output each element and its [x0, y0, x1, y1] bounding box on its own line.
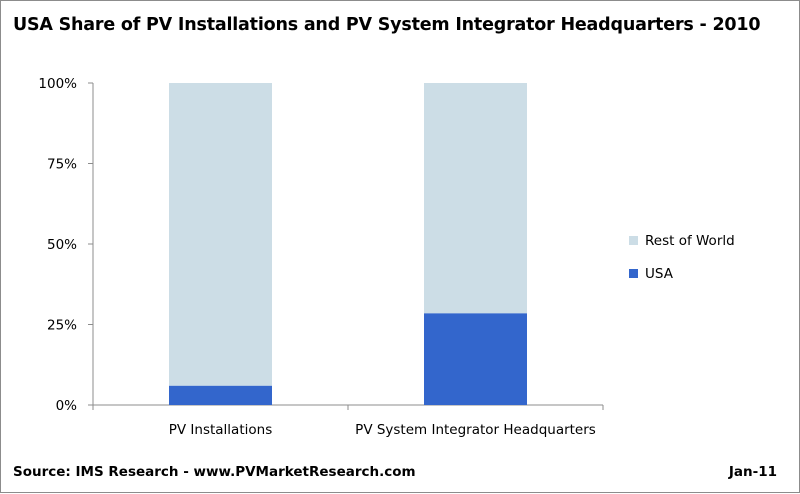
legend-label-usa: USA	[645, 266, 674, 282]
legend-label-rest-of-world: Rest of World	[645, 233, 735, 249]
legend-swatch-usa	[629, 269, 638, 278]
bar-rest-of-world	[424, 83, 527, 314]
y-tick-label: 75%	[47, 157, 77, 173]
date-note: Jan-11	[728, 464, 777, 480]
y-tick-label: 50%	[47, 237, 77, 253]
bar-usa	[424, 313, 527, 405]
y-tick-label: 25%	[47, 318, 77, 334]
chart-title: USA Share of PV Installations and PV Sys…	[13, 15, 761, 35]
x-category-label: PV System Integrator Headquarters	[355, 422, 596, 438]
y-tick-label: 100%	[38, 76, 77, 92]
bar-usa	[169, 385, 272, 405]
source-note: Source: IMS Research - www.PVMarketResea…	[13, 464, 416, 480]
y-tick-label: 0%	[56, 398, 78, 414]
x-category-label: PV Installations	[169, 422, 272, 438]
legend-swatch-rest-of-world	[629, 236, 638, 245]
bar-rest-of-world	[169, 83, 272, 386]
